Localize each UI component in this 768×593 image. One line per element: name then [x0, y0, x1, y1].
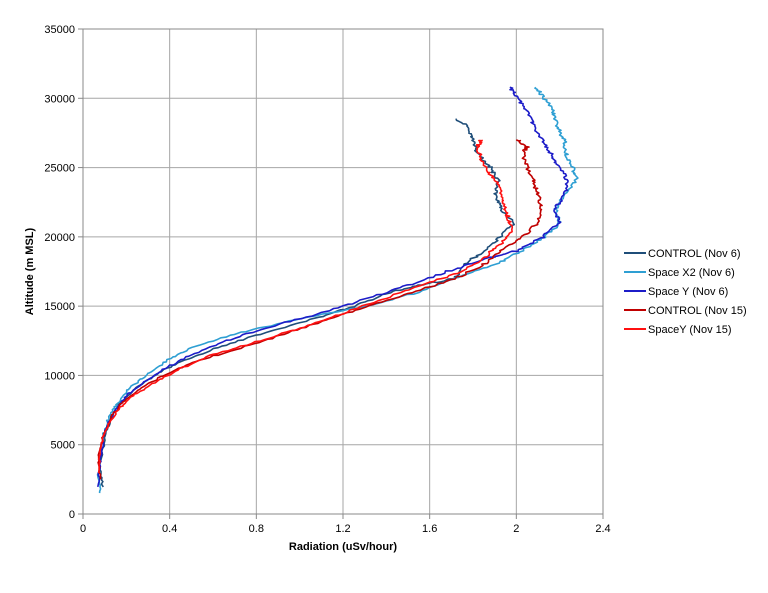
y-tick-label: 35000 — [44, 24, 75, 36]
legend-entry: SpaceY (Nov 15) — [648, 324, 732, 336]
x-axis-label: Radiation (uSv/hour) — [289, 541, 398, 553]
y-tick-label: 20000 — [44, 232, 75, 244]
x-tick-label: 0.8 — [249, 523, 264, 535]
series-lines — [96, 86, 579, 494]
y-tick-label: 15000 — [44, 301, 75, 313]
x-tick-label: 2 — [513, 523, 519, 535]
legend-entry: Space Y (Nov 6) — [648, 286, 728, 298]
legend-entry: CONTROL (Nov 6) — [648, 248, 741, 260]
series-line-1 — [96, 86, 579, 494]
legend-entry: CONTROL (Nov 15) — [648, 305, 747, 317]
x-tick-label: 0 — [80, 523, 86, 535]
y-tick-label: 25000 — [44, 163, 75, 175]
y-tick-label: 10000 — [44, 370, 75, 382]
legend: CONTROL (Nov 6) Space X2 (Nov 6) Space Y (… — [624, 248, 747, 336]
series-line-2 — [97, 86, 569, 488]
x-tick-label: 1.6 — [422, 523, 437, 535]
x-tick-label: 1.2 — [335, 523, 350, 535]
y-tick-label: 0 — [69, 509, 75, 521]
x-tick-label: 0.4 — [162, 523, 177, 535]
gridlines — [82, 28, 604, 515]
series-line-3 — [97, 139, 543, 480]
axis-ticks: 0 0.4 0.8 1.2 1.6 2 2.4 0 5000 10000 15000 20000 250… — [44, 24, 610, 535]
y-axis-label: Altitude (m MSL) — [24, 227, 36, 315]
x-tick-label: 2.4 — [595, 523, 610, 535]
y-tick-label: 5000 — [51, 440, 75, 452]
series-line-0 — [98, 118, 516, 488]
legend-entry: Space X2 (Nov 6) — [648, 267, 735, 279]
y-tick-label: 30000 — [44, 93, 75, 105]
series-line-4 — [97, 139, 514, 474]
